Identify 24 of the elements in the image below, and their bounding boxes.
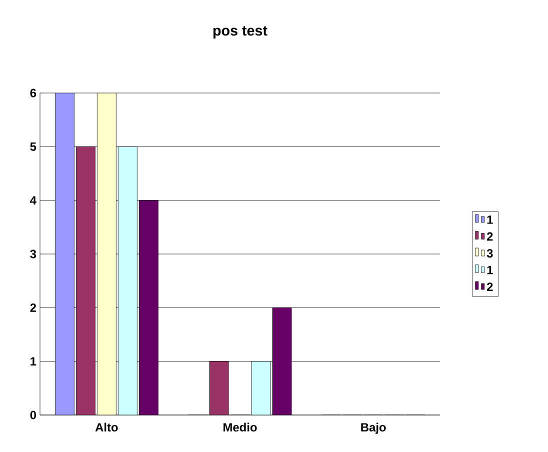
chart-title: pos test [213,26,268,39]
x-tick-label: Alto [95,422,118,432]
bar [272,307,292,415]
legend-label: 1 [487,266,493,274]
y-tick-label: 2 [30,304,36,312]
bar [251,361,271,415]
legend-label: 2 [486,282,493,291]
bar [138,200,158,415]
y-tick-label: 3 [30,250,36,258]
x-tick-label: Bajo [361,422,386,434]
legend-label: 1 [487,216,493,224]
bar [118,146,138,415]
bar [76,146,96,415]
legend-label: 2 [486,232,493,241]
y-tick-label: 5 [30,142,36,151]
y-tick-label: 1 [30,357,36,366]
y-tick-label: 0 [30,410,36,420]
legend-label: 3 [486,249,493,258]
x-tick-label: Medio [224,422,257,432]
y-tick-label: 4 [30,196,36,204]
bar [96,93,116,415]
bar [54,93,74,415]
y-tick-label: 6 [30,88,36,98]
bar [209,361,229,415]
